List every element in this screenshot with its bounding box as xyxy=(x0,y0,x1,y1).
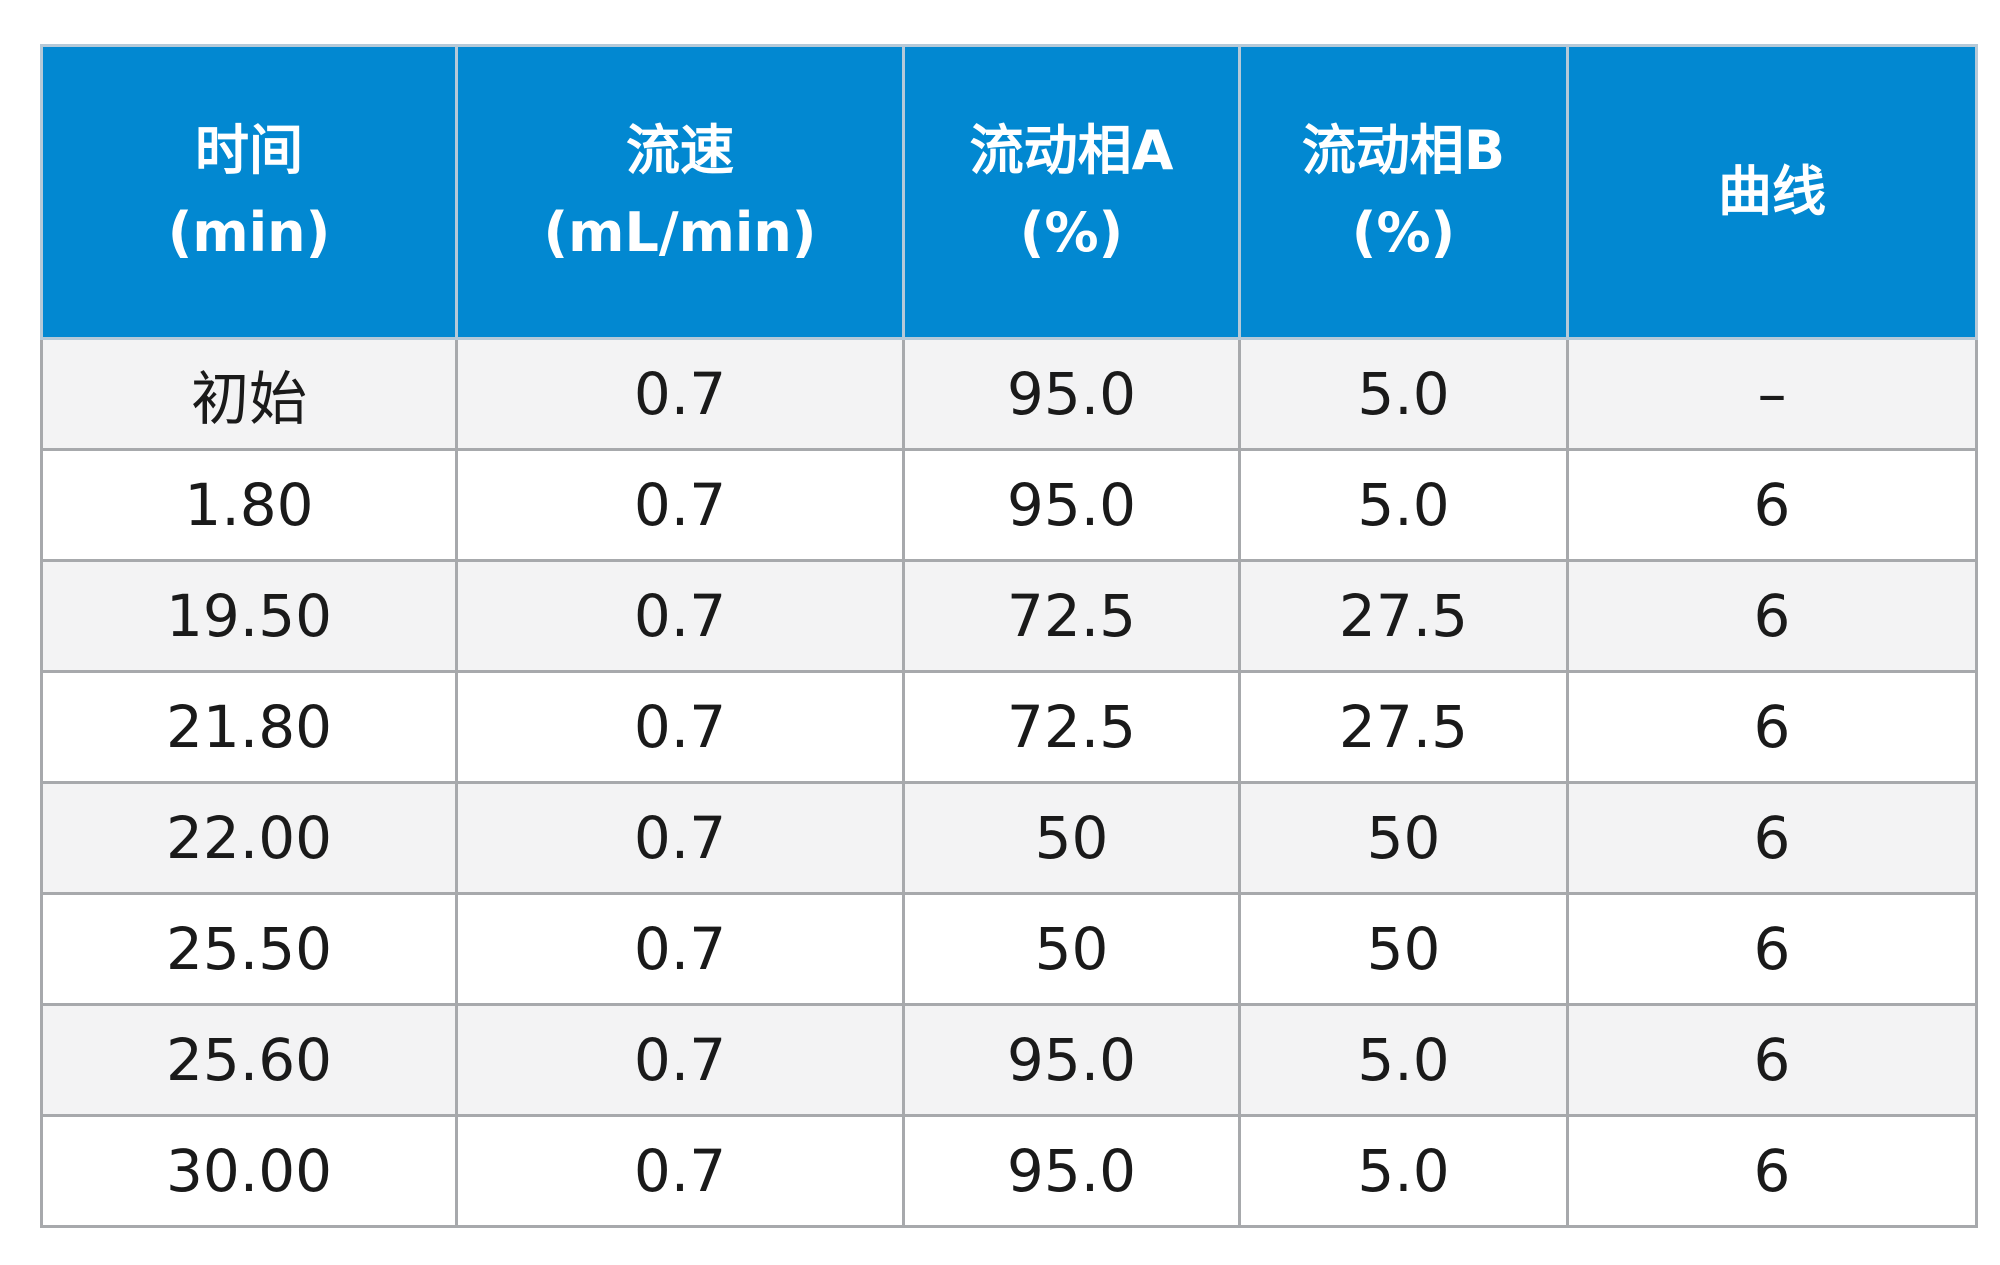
header-mobile-phase-a: 流动相A (%) xyxy=(902,44,1241,340)
gradient-table-container: 时间 (min) 流速 (mL/min) 流动相A (%) 流动相B (%) 曲… xyxy=(40,44,1978,1228)
table-row: 初始 0.7 95.0 5.0 – xyxy=(40,337,1978,451)
cell-flow-rate: 0.7 xyxy=(455,1003,905,1117)
cell-phase-b: 5.0 xyxy=(1238,1114,1569,1228)
header-label: 流动相A xyxy=(969,119,1174,182)
header-label: 时间 xyxy=(195,119,303,182)
cell-time: 初始 xyxy=(40,337,458,451)
table-row: 21.80 0.7 72.5 27.5 6 xyxy=(40,670,1978,784)
cell-time: 30.00 xyxy=(40,1114,458,1228)
header-unit: (%) xyxy=(1019,201,1124,264)
cell-flow-rate: 0.7 xyxy=(455,781,905,895)
cell-phase-a: 72.5 xyxy=(902,559,1241,673)
cell-curve: 6 xyxy=(1566,1003,1978,1117)
cell-time: 25.60 xyxy=(40,1003,458,1117)
cell-curve: 6 xyxy=(1566,448,1978,562)
header-label: 流动相B xyxy=(1301,119,1506,182)
cell-curve: 6 xyxy=(1566,892,1978,1006)
table-row: 22.00 0.7 50 50 6 xyxy=(40,781,1978,895)
cell-flow-rate: 0.7 xyxy=(455,559,905,673)
cell-curve: – xyxy=(1566,337,1978,451)
table-row: 30.00 0.7 95.0 5.0 6 xyxy=(40,1114,1978,1228)
cell-time: 25.50 xyxy=(40,892,458,1006)
cell-time: 19.50 xyxy=(40,559,458,673)
cell-phase-a: 95.0 xyxy=(902,448,1241,562)
cell-phase-b: 27.5 xyxy=(1238,559,1569,673)
cell-phase-a: 95.0 xyxy=(902,1003,1241,1117)
cell-phase-b: 5.0 xyxy=(1238,337,1569,451)
cell-curve: 6 xyxy=(1566,781,1978,895)
cell-flow-rate: 0.7 xyxy=(455,670,905,784)
header-curve: 曲线 xyxy=(1566,44,1978,340)
cell-phase-b: 5.0 xyxy=(1238,1003,1569,1117)
cell-time: 21.80 xyxy=(40,670,458,784)
cell-flow-rate: 0.7 xyxy=(455,337,905,451)
table-row: 1.80 0.7 95.0 5.0 6 xyxy=(40,448,1978,562)
header-time: 时间 (min) xyxy=(40,44,458,340)
table-row: 25.60 0.7 95.0 5.0 6 xyxy=(40,1003,1978,1117)
cell-phase-a: 50 xyxy=(902,781,1241,895)
cell-curve: 6 xyxy=(1566,1114,1978,1228)
table-header: 时间 (min) 流速 (mL/min) 流动相A (%) 流动相B (%) 曲… xyxy=(40,44,1978,340)
cell-phase-b: 50 xyxy=(1238,892,1569,1006)
header-label: 曲线 xyxy=(1718,160,1826,223)
cell-flow-rate: 0.7 xyxy=(455,448,905,562)
cell-flow-rate: 0.7 xyxy=(455,1114,905,1228)
cell-phase-b: 50 xyxy=(1238,781,1569,895)
cell-curve: 6 xyxy=(1566,559,1978,673)
cell-phase-a: 50 xyxy=(902,892,1241,1006)
cell-phase-b: 27.5 xyxy=(1238,670,1569,784)
header-mobile-phase-b: 流动相B (%) xyxy=(1238,44,1569,340)
table-row: 25.50 0.7 50 50 6 xyxy=(40,892,1978,1006)
cell-time: 22.00 xyxy=(40,781,458,895)
header-unit: (%) xyxy=(1351,201,1456,264)
cell-phase-b: 5.0 xyxy=(1238,448,1569,562)
gradient-table: 时间 (min) 流速 (mL/min) 流动相A (%) 流动相B (%) 曲… xyxy=(40,44,1978,1228)
header-flow-rate: 流速 (mL/min) xyxy=(455,44,905,340)
cell-phase-a: 95.0 xyxy=(902,337,1241,451)
header-row: 时间 (min) 流速 (mL/min) 流动相A (%) 流动相B (%) 曲… xyxy=(40,44,1978,340)
table-body: 初始 0.7 95.0 5.0 – 1.80 0.7 95.0 5.0 6 19… xyxy=(40,337,1978,1228)
header-unit: (mL/min) xyxy=(543,201,817,264)
header-unit: (min) xyxy=(167,201,331,264)
cell-curve: 6 xyxy=(1566,670,1978,784)
cell-phase-a: 72.5 xyxy=(902,670,1241,784)
cell-flow-rate: 0.7 xyxy=(455,892,905,1006)
header-label: 流速 xyxy=(626,119,734,182)
table-row: 19.50 0.7 72.5 27.5 6 xyxy=(40,559,1978,673)
cell-phase-a: 95.0 xyxy=(902,1114,1241,1228)
cell-time: 1.80 xyxy=(40,448,458,562)
